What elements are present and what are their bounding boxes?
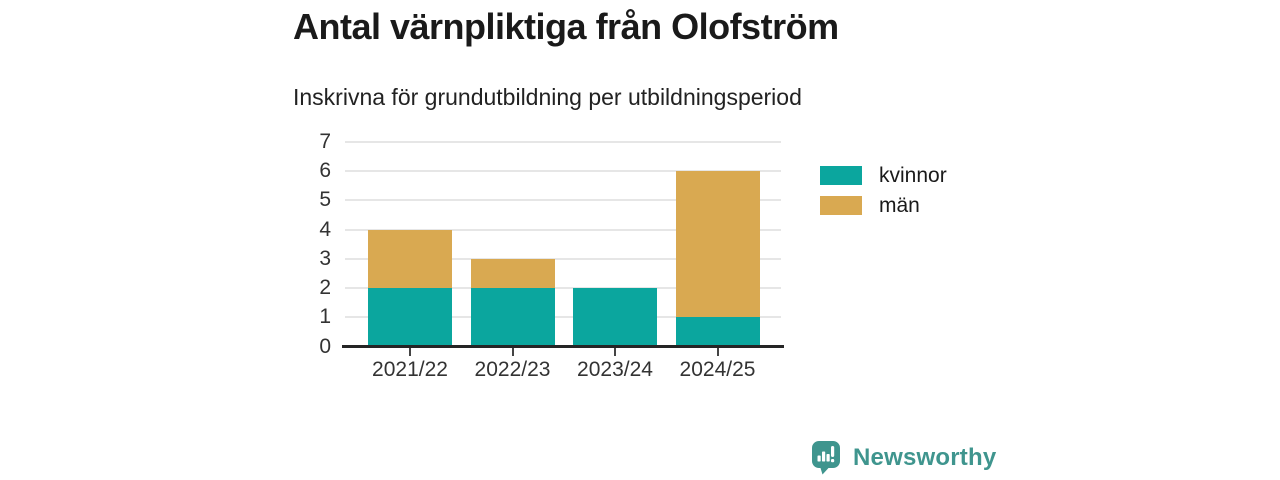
y-tick-label: 0 xyxy=(319,334,331,358)
y-tick-label: 2 xyxy=(319,276,331,300)
legend-item-kvinnor: kvinnor xyxy=(820,164,947,187)
gridline xyxy=(345,199,781,202)
gridline xyxy=(345,228,781,231)
chart-title: Antal värnpliktiga från Olofström xyxy=(293,6,839,47)
newsworthy-logo-icon xyxy=(812,441,840,475)
bar-segment-män-2024/25 xyxy=(675,171,760,318)
y-tick-label: 5 xyxy=(319,188,331,212)
x-tick-label: 2021/22 xyxy=(372,358,448,381)
x-tick xyxy=(511,348,514,356)
gridline xyxy=(345,287,781,290)
bar-segment-män-2022/23 xyxy=(470,258,555,289)
y-tick-label: 6 xyxy=(319,159,331,183)
gridline xyxy=(345,316,781,319)
brand-footer[interactable]: Newsworthy xyxy=(812,441,996,475)
legend-label: män xyxy=(879,194,920,217)
x-tick xyxy=(409,348,411,356)
gridline xyxy=(345,170,781,173)
y-tick-label: 4 xyxy=(319,217,331,241)
x-tick-label: 2024/25 xyxy=(679,358,756,381)
chart-subtitle: Inskrivna för grundutbildning per utbild… xyxy=(293,84,802,110)
legend-item-män: män xyxy=(820,194,947,217)
gridline xyxy=(345,141,781,143)
legend-swatch-män xyxy=(820,196,862,215)
bar-segment-kvinnor-2024/25 xyxy=(675,317,760,347)
y-tick-label: 3 xyxy=(319,246,331,270)
y-tick-label: 1 xyxy=(319,305,331,329)
x-tick-label: 2023/24 xyxy=(577,358,653,381)
brand-name: Newsworthy xyxy=(853,444,997,471)
x-tick xyxy=(716,348,719,356)
gridline xyxy=(345,257,781,260)
x-tick-label: 2022/23 xyxy=(474,358,551,381)
x-tick xyxy=(614,348,616,356)
bar-segment-kvinnor-2023/24 xyxy=(573,288,657,347)
bar-segment-kvinnor-2022/23 xyxy=(470,288,555,347)
legend-label: kvinnor xyxy=(879,164,947,187)
bar-segment-män-2021/22 xyxy=(368,229,452,289)
plot-area: 0 1 2 3 4 5 6 7 2021/22 2022/23 2023/24 2024/25 xyxy=(319,130,784,381)
x-axis-line xyxy=(342,345,784,348)
legend: kvinnor män xyxy=(820,164,947,226)
y-tick-label: 7 xyxy=(319,130,331,153)
bar-segment-kvinnor-2021/22 xyxy=(368,288,452,347)
legend-swatch-kvinnor xyxy=(820,166,862,185)
